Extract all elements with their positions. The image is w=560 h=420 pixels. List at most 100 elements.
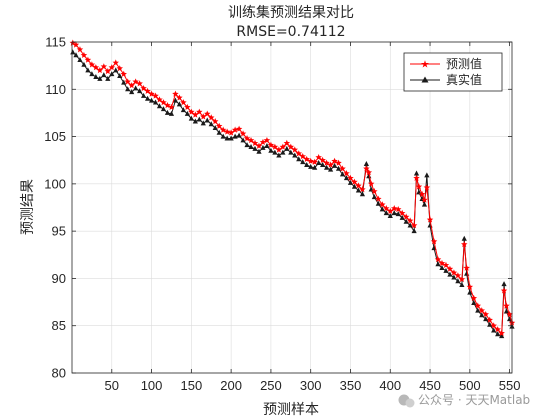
data-point [108, 64, 116, 71]
data-point [402, 213, 410, 220]
chart-title: 训练集预测结果对比 [228, 4, 354, 21]
data-point [343, 170, 350, 177]
data-point [231, 126, 239, 133]
data-point [184, 103, 191, 110]
y-tick-label: 85 [52, 318, 66, 333]
data-point [160, 106, 167, 112]
data-point [483, 316, 489, 322]
series-actual [70, 49, 515, 339]
tick-labels: 50 100 150 200 250 300 350 400 450 500 550 80 85 90 95… [44, 35, 520, 394]
data-point [403, 218, 409, 224]
data-point [240, 137, 246, 143]
y-tick-label: 95 [52, 224, 66, 239]
data-point [339, 165, 346, 172]
data-point [359, 191, 366, 197]
data-point [411, 228, 417, 234]
data-point [299, 153, 306, 160]
data-point [184, 110, 190, 116]
data-point [398, 209, 406, 216]
data-point [421, 201, 428, 207]
data-point [70, 49, 76, 55]
data-point [486, 316, 493, 323]
data-point [347, 174, 354, 181]
data-point [85, 67, 91, 73]
data-point [424, 172, 430, 178]
data-point [216, 129, 222, 135]
data-point [367, 180, 375, 187]
y-tick-label: 105 [44, 129, 66, 144]
data-point [343, 175, 350, 181]
data-point [295, 150, 302, 157]
y-tick-label: 80 [52, 366, 66, 381]
data-point [451, 274, 457, 280]
data-point [188, 115, 194, 121]
data-point [311, 158, 318, 165]
legend-marker-star-icon: ★ [421, 60, 430, 71]
x-tick-label: 350 [340, 378, 362, 393]
data-point [204, 117, 210, 123]
data-point [446, 265, 454, 272]
data-point [73, 52, 79, 58]
data-point [264, 143, 270, 149]
data-point [315, 153, 322, 161]
x-tick-label: 450 [419, 378, 441, 393]
data-point [319, 156, 326, 163]
plot-frame [71, 41, 513, 374]
data-point [288, 149, 294, 155]
data-point [426, 216, 434, 223]
data-point [271, 143, 279, 150]
data-point [96, 66, 104, 74]
data-point [128, 82, 135, 89]
data-point [383, 205, 390, 212]
data-point [275, 146, 283, 153]
data-point [383, 210, 389, 216]
data-point [196, 108, 203, 115]
data-point [331, 162, 338, 168]
data-point [399, 214, 405, 220]
data-point [470, 294, 478, 302]
legend-box [403, 52, 503, 92]
data-point [247, 136, 255, 144]
x-tick-label: 100 [141, 378, 163, 393]
data-point [291, 146, 299, 153]
data-point [272, 149, 278, 155]
data-point [160, 99, 167, 106]
y-tick-label: 110 [45, 82, 66, 97]
x-tick-label: 250 [260, 378, 282, 393]
data-point [268, 147, 274, 153]
data-point [365, 169, 373, 176]
data-point [212, 125, 218, 131]
data-point [223, 128, 231, 135]
data-point [407, 222, 413, 228]
data-point [475, 307, 481, 313]
data-point [498, 329, 505, 337]
data-point [105, 75, 111, 81]
data-point [88, 61, 96, 68]
data-point [215, 122, 223, 129]
y-tick-label: 100 [44, 176, 66, 191]
data-point [479, 312, 485, 318]
data-point [359, 186, 366, 193]
data-point [461, 240, 468, 248]
data-point [435, 261, 441, 267]
x-tick-label: 150 [180, 378, 202, 393]
data-point [180, 107, 186, 113]
data-point [474, 302, 482, 309]
data-point [280, 149, 286, 155]
data-point [124, 78, 131, 85]
data-point [500, 287, 508, 294]
data-point [133, 85, 139, 91]
data-point [499, 333, 505, 339]
data-point [494, 326, 501, 333]
data-point [490, 322, 497, 329]
data-point [239, 130, 247, 137]
data-point [101, 72, 107, 78]
data-point [339, 171, 346, 177]
data-point [363, 161, 369, 166]
data-point [137, 88, 143, 94]
data-point [391, 205, 398, 212]
data-point [283, 139, 291, 146]
data-point [279, 143, 287, 150]
data-point [471, 300, 477, 306]
series-predicted [69, 39, 516, 337]
